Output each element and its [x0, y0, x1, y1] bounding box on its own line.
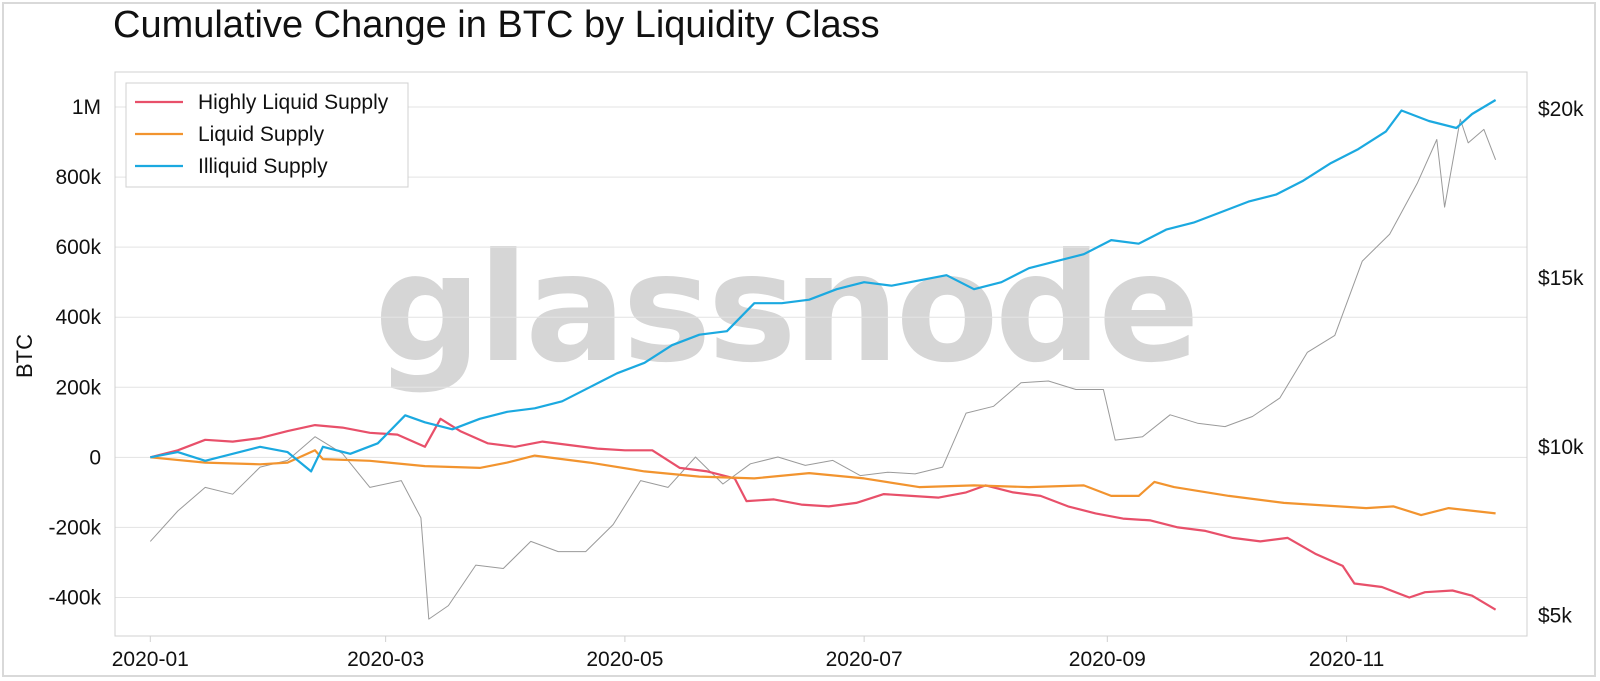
y2-tick-label: $15k	[1538, 267, 1584, 290]
legend-label: Illiquid Supply	[198, 155, 328, 178]
x-tick-label: 2020-01	[112, 648, 189, 671]
series-line-liquid-supply	[150, 449, 1496, 517]
y-tick-label: 400k	[55, 306, 101, 329]
y-tick-label: 200k	[55, 376, 101, 399]
x-tick-label: 2020-07	[826, 648, 903, 671]
y-tick-label: 800k	[55, 166, 101, 189]
x-tick-label: 2020-03	[347, 648, 424, 671]
y2-tick-label: $5k	[1538, 605, 1572, 628]
chart-title: Cumulative Change in BTC by Liquidity Cl…	[113, 4, 880, 46]
watermark: glassnode	[374, 222, 1196, 396]
series-line-highly-liquid-supply	[150, 417, 1497, 611]
y-tick-label: -200k	[48, 516, 101, 539]
y-tick-label: 0	[89, 446, 101, 469]
y2-tick-label: $20k	[1538, 98, 1584, 121]
series-line-btc-price	[149, 118, 1497, 620]
legend: Highly Liquid Supply Liquid Supply Illiqui…	[125, 82, 409, 188]
x-tick-label: 2020-09	[1069, 648, 1146, 671]
x-tick-label: 2020-05	[586, 648, 663, 671]
y-tick-label: 1M	[72, 96, 101, 119]
legend-label: Highly Liquid Supply	[198, 91, 389, 114]
plot-area-border	[114, 71, 1528, 637]
x-tick-label: 2020-11	[1309, 648, 1385, 671]
y-tick-label: 600k	[55, 236, 101, 259]
y2-tick-label: $10k	[1538, 436, 1584, 459]
y-axis-label: BTC	[12, 334, 37, 378]
y-tick-label: -400k	[48, 586, 101, 609]
series-line-illiquid-supply	[150, 99, 1497, 473]
legend-label: Liquid Supply	[198, 123, 325, 146]
